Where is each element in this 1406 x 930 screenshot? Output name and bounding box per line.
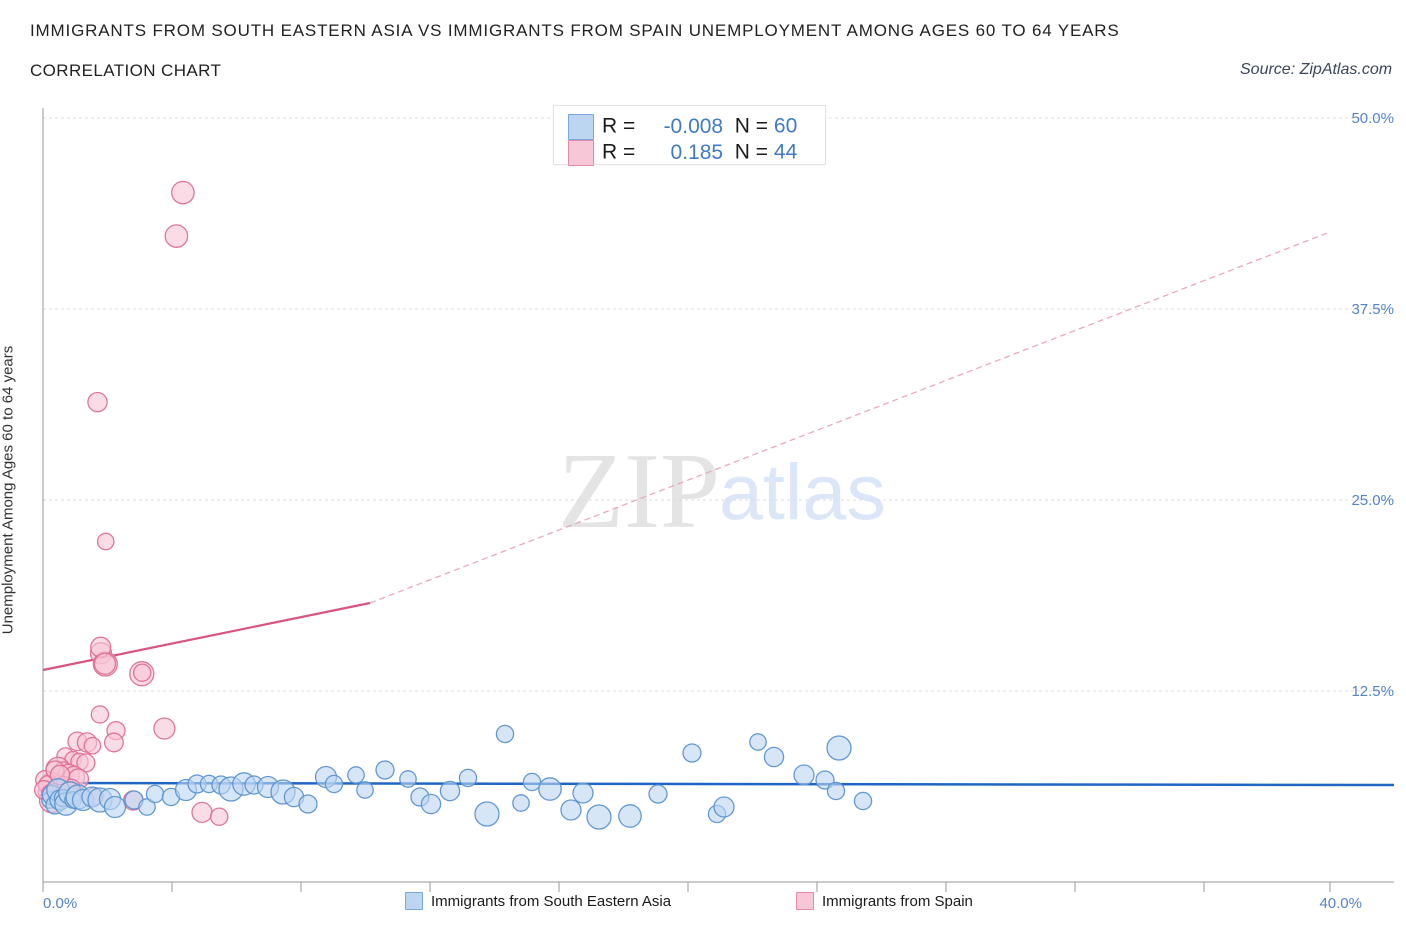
svg-text:40.0%: 40.0% (1319, 895, 1362, 912)
svg-text:37.5%: 37.5% (1351, 301, 1394, 318)
svg-text:0.0%: 0.0% (43, 895, 77, 912)
svg-text:12.5%: 12.5% (1351, 683, 1394, 700)
svg-text:25.0%: 25.0% (1351, 492, 1394, 509)
svg-text:50.0%: 50.0% (1351, 110, 1394, 127)
